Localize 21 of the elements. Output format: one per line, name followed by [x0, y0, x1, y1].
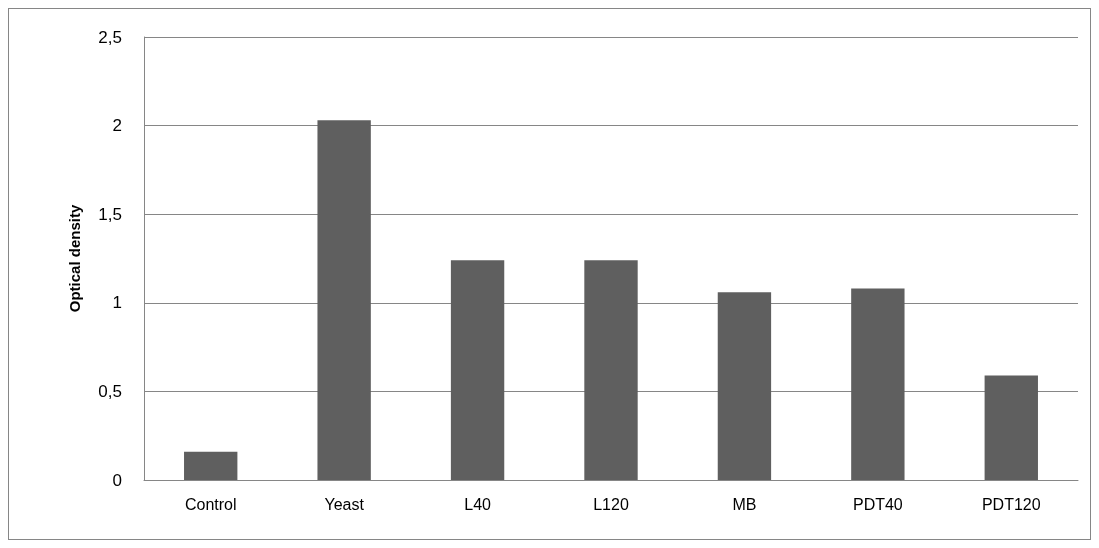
bar	[184, 451, 238, 480]
x-tick-label: Yeast	[324, 495, 365, 513]
x-tick-label: L120	[593, 495, 629, 513]
x-tick-label: Control	[184, 495, 237, 513]
y-tick-label: 1,5	[98, 204, 122, 224]
bar	[717, 292, 772, 480]
y-axis-title: Optical density	[66, 204, 83, 313]
x-tick-label: MB	[732, 495, 757, 513]
y-tick-label: 2,5	[98, 27, 122, 47]
y-tick-label: 0	[112, 470, 122, 490]
x-tick-label: PDT40	[852, 495, 903, 513]
bar	[984, 375, 1038, 480]
bar	[584, 260, 638, 480]
bar	[851, 288, 905, 480]
bar	[317, 120, 371, 480]
y-tick-label: 1	[112, 293, 122, 313]
x-tick-label: PDT120	[981, 495, 1041, 513]
x-tick-label: L40	[464, 495, 492, 513]
y-tick-label: 2	[112, 116, 122, 136]
y-tick-label: 0,5	[98, 381, 122, 401]
bar	[450, 260, 505, 480]
